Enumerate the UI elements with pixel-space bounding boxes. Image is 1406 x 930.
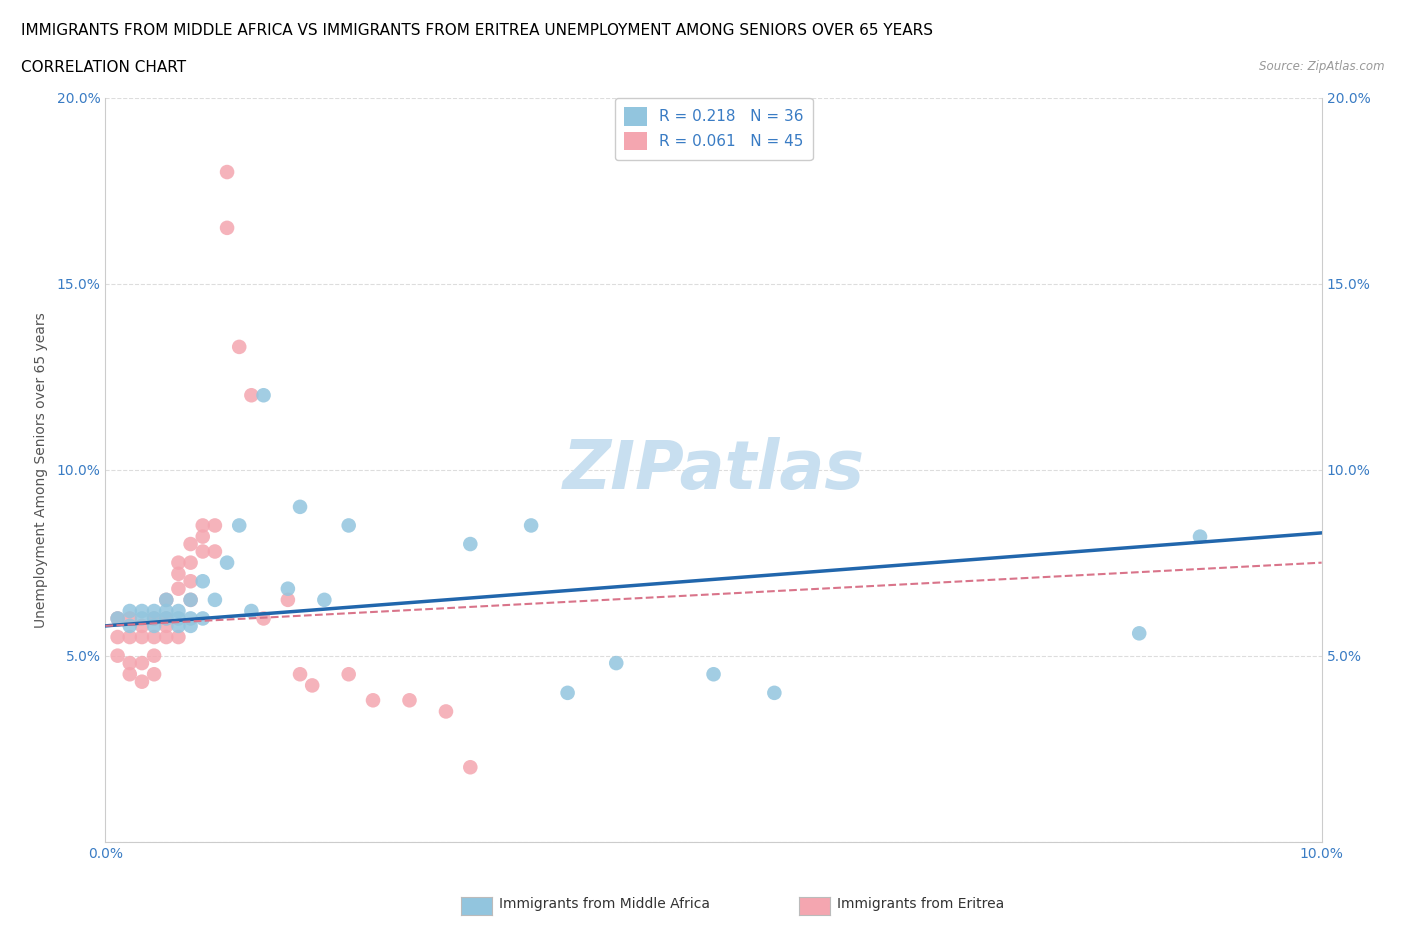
Point bbox=[180, 592, 202, 607]
Point bbox=[143, 604, 166, 618]
Point bbox=[167, 566, 190, 581]
Point bbox=[191, 518, 214, 533]
Legend: R = 0.218   N = 36, R = 0.061   N = 45: R = 0.218 N = 36, R = 0.061 N = 45 bbox=[614, 98, 813, 160]
Point bbox=[143, 648, 166, 663]
Point bbox=[191, 574, 214, 589]
Point bbox=[240, 604, 263, 618]
Point bbox=[143, 611, 166, 626]
Point bbox=[167, 630, 190, 644]
Point bbox=[361, 693, 384, 708]
Point bbox=[702, 667, 725, 682]
Point bbox=[458, 760, 481, 775]
Point bbox=[191, 611, 214, 626]
Point bbox=[252, 611, 274, 626]
Point bbox=[155, 604, 177, 618]
Point bbox=[180, 537, 202, 551]
Point bbox=[143, 667, 166, 682]
Point bbox=[228, 339, 250, 354]
Point bbox=[131, 604, 153, 618]
Point bbox=[204, 544, 226, 559]
Point bbox=[143, 630, 166, 644]
Point bbox=[131, 674, 153, 689]
Point bbox=[167, 604, 190, 618]
Point bbox=[155, 611, 177, 626]
Point bbox=[167, 581, 190, 596]
Point bbox=[180, 592, 202, 607]
Point bbox=[143, 611, 166, 626]
Point bbox=[180, 618, 202, 633]
Point bbox=[277, 581, 299, 596]
Text: CORRELATION CHART: CORRELATION CHART bbox=[21, 60, 186, 75]
Point bbox=[301, 678, 323, 693]
Point bbox=[180, 574, 202, 589]
Point bbox=[240, 388, 263, 403]
Text: Source: ZipAtlas.com: Source: ZipAtlas.com bbox=[1260, 60, 1385, 73]
Point bbox=[337, 667, 360, 682]
Point bbox=[217, 220, 239, 235]
Point bbox=[217, 555, 239, 570]
Point bbox=[1128, 626, 1150, 641]
Point bbox=[191, 544, 214, 559]
Point bbox=[107, 611, 129, 626]
Point bbox=[605, 656, 627, 671]
Point bbox=[131, 630, 153, 644]
Text: ZIPatlas: ZIPatlas bbox=[562, 437, 865, 502]
Point bbox=[434, 704, 457, 719]
Point bbox=[155, 592, 177, 607]
Text: Immigrants from Middle Africa: Immigrants from Middle Africa bbox=[499, 897, 710, 911]
Point bbox=[252, 388, 274, 403]
Point bbox=[107, 611, 129, 626]
Point bbox=[118, 630, 141, 644]
Point bbox=[167, 618, 190, 633]
Point bbox=[458, 537, 481, 551]
Point bbox=[180, 611, 202, 626]
Point bbox=[204, 592, 226, 607]
Point bbox=[107, 630, 129, 644]
Point bbox=[288, 667, 311, 682]
Y-axis label: Unemployment Among Seniors over 65 years: Unemployment Among Seniors over 65 years bbox=[34, 312, 48, 628]
Point bbox=[191, 529, 214, 544]
Point bbox=[131, 618, 153, 633]
Point bbox=[204, 518, 226, 533]
Point bbox=[217, 165, 239, 179]
Point bbox=[155, 630, 177, 644]
Point bbox=[167, 611, 190, 626]
Point bbox=[155, 592, 177, 607]
Point bbox=[155, 611, 177, 626]
Point bbox=[131, 611, 153, 626]
Text: Immigrants from Eritrea: Immigrants from Eritrea bbox=[837, 897, 1004, 911]
Point bbox=[228, 518, 250, 533]
Point bbox=[1188, 529, 1211, 544]
Point bbox=[131, 656, 153, 671]
Point bbox=[118, 618, 141, 633]
Point bbox=[167, 555, 190, 570]
Point bbox=[118, 604, 141, 618]
Point bbox=[314, 592, 336, 607]
Point bbox=[155, 618, 177, 633]
Point bbox=[118, 656, 141, 671]
Point bbox=[398, 693, 420, 708]
Point bbox=[143, 618, 166, 633]
Point bbox=[180, 555, 202, 570]
Point bbox=[520, 518, 543, 533]
Point bbox=[118, 667, 141, 682]
Point bbox=[763, 685, 786, 700]
Point bbox=[557, 685, 579, 700]
Text: IMMIGRANTS FROM MIDDLE AFRICA VS IMMIGRANTS FROM ERITREA UNEMPLOYMENT AMONG SENI: IMMIGRANTS FROM MIDDLE AFRICA VS IMMIGRA… bbox=[21, 23, 934, 38]
Point bbox=[107, 648, 129, 663]
Point bbox=[288, 499, 311, 514]
Point bbox=[277, 592, 299, 607]
Point bbox=[337, 518, 360, 533]
Point bbox=[118, 611, 141, 626]
